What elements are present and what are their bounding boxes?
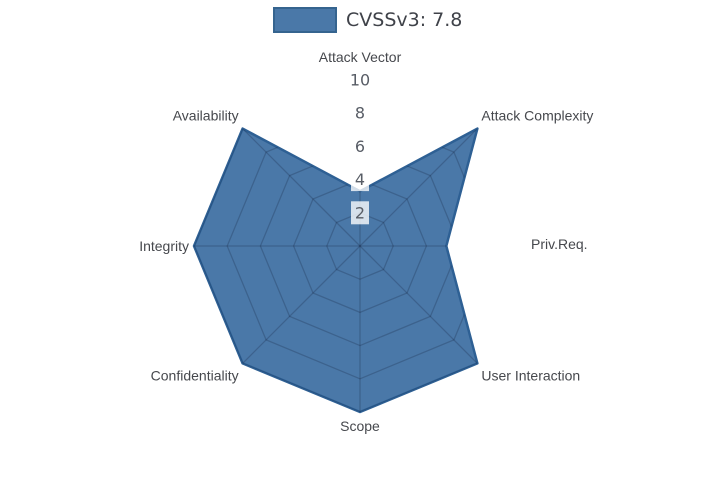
axis-label-availability: Availability [173, 108, 239, 124]
grid-spoke [242, 245, 361, 364]
grid-ring-10 [194, 128, 478, 412]
grid-spoke [242, 128, 361, 247]
grid-ring-6 [259, 145, 461, 347]
grid-spoke [359, 245, 478, 364]
legend-label: CVSSv3: 7.8 [346, 9, 463, 31]
radial-tick-bg-2 [351, 201, 369, 225]
axis-label-integrity: Integrity [139, 238, 189, 254]
legend-item-cvssv3[interactable]: CVSSv3: 7.8 [273, 7, 462, 33]
radial-tick-bg-8 [351, 101, 369, 125]
radial-tick-bg-10 [345, 68, 375, 92]
grid-ring-2 [326, 212, 394, 280]
radial-tick-label-10: 10 [350, 71, 370, 90]
radial-tick-label-8: 8 [355, 104, 365, 123]
radial-tick-bg-4 [351, 168, 369, 192]
grid-spoke [359, 128, 478, 247]
grid-ring-4 [292, 178, 428, 314]
radial-tick-label-4: 4 [355, 170, 365, 189]
radial-tick-label-2: 2 [355, 203, 365, 222]
radial-tick-label-6: 6 [355, 137, 365, 156]
axis-label-user-interaction: User Interaction [481, 367, 580, 383]
radar-grid [194, 128, 478, 412]
axis-label-scope: Scope [340, 418, 380, 434]
axis-label-priv-req: Priv.Req. [531, 236, 588, 252]
axis-label-attack-vector: Attack Vector [319, 49, 402, 65]
radial-tick-bg-6 [351, 134, 369, 158]
legend-swatch [273, 7, 337, 33]
score-polygon [192, 127, 479, 414]
axis-label-confidentiality: Confidentiality [151, 367, 239, 383]
axis-label-attack-complexity: Attack Complexity [481, 108, 593, 124]
